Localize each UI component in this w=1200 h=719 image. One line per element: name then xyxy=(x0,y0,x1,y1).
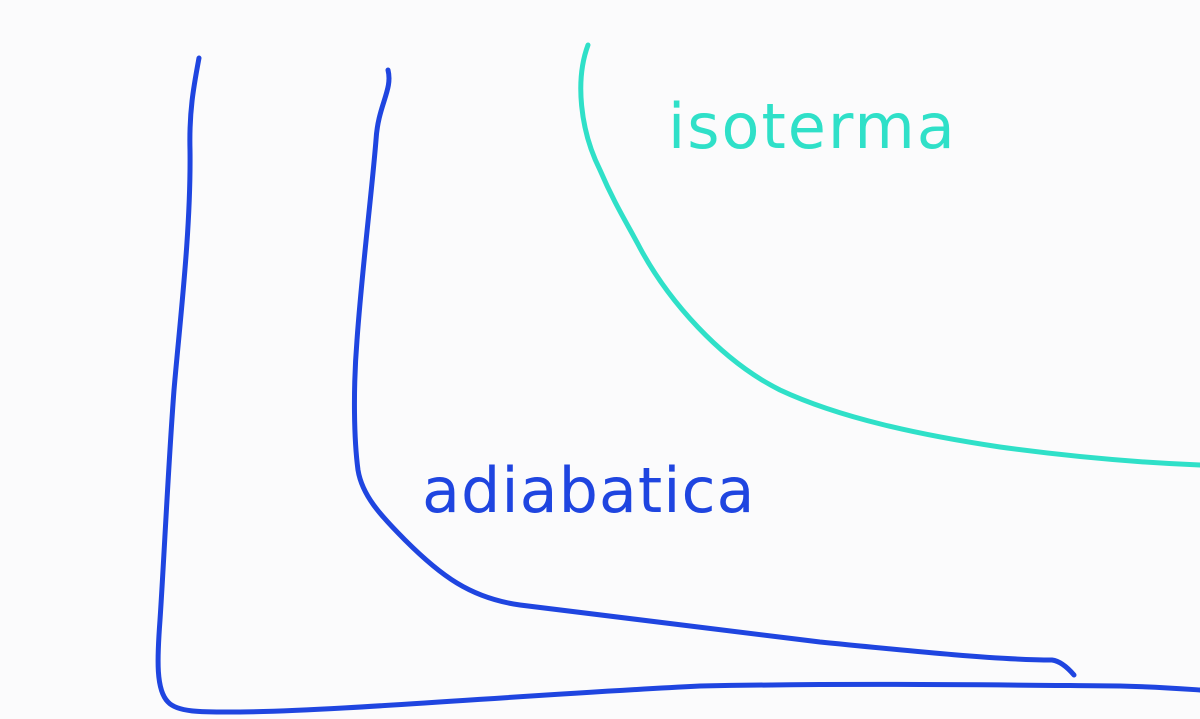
adiabatica-label: adiabatica xyxy=(422,454,756,527)
adiabatica-curve xyxy=(351,67,1077,678)
axes-curve xyxy=(155,55,1200,715)
isoterma-curve xyxy=(578,42,1200,468)
isoterma-label: isoterma xyxy=(668,90,957,163)
